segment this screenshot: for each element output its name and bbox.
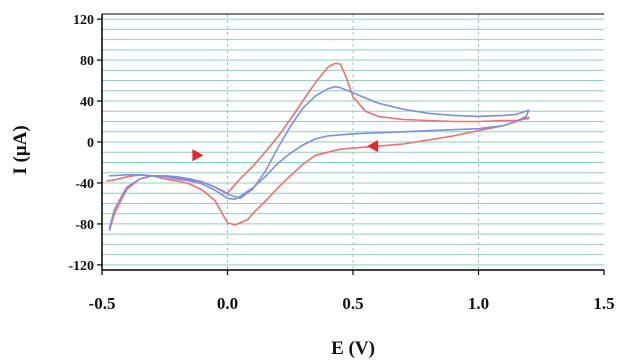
y-tick-label: 120	[73, 13, 94, 28]
y-tick-label: -80	[75, 218, 94, 233]
y-axis-title: I (μA)	[10, 125, 31, 174]
x-tick-label: 0.0	[217, 294, 238, 313]
tick-labels: 120 80 40 0 -40 -80 -120 -0.5 0.0 0.5 1.0 1.5	[68, 13, 614, 313]
plot-area	[106, 62, 530, 231]
red-series-line	[106, 62, 530, 231]
y-tick-label: 40	[80, 95, 94, 110]
direction-arrow-left	[367, 140, 379, 153]
x-tick-label: 1.0	[468, 294, 489, 313]
x-tick-label: -0.5	[89, 294, 116, 313]
grid-lines	[101, 14, 604, 270]
x-tick-label: 1.5	[593, 294, 614, 313]
direction-arrow-right	[192, 149, 204, 162]
y-tick-label: 80	[80, 54, 94, 69]
y-tick-label: 0	[87, 136, 94, 151]
x-axis-title: E (V)	[331, 338, 375, 359]
y-tick-label: -40	[75, 177, 94, 192]
axes	[97, 13, 605, 275]
blue-series-line	[108, 85, 530, 229]
x-tick-label: 0.5	[342, 294, 363, 313]
y-tick-label: -120	[68, 259, 94, 274]
